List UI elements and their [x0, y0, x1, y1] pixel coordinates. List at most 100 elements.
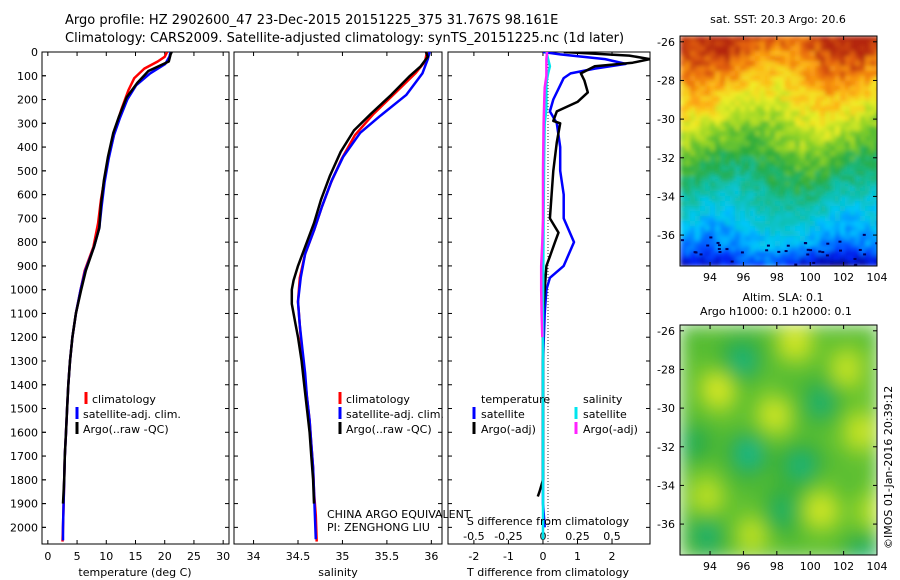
sst-cell	[705, 66, 711, 72]
sst-cell	[750, 166, 756, 172]
sst-cell	[855, 86, 861, 92]
sst-cell	[840, 131, 846, 137]
sst-cell	[805, 111, 811, 117]
sla-cell	[800, 457, 807, 464]
sst-cell	[835, 151, 841, 157]
sla-cell	[848, 505, 855, 512]
sla-cell	[746, 433, 753, 440]
sst-cell	[820, 226, 826, 232]
sst-cell	[730, 106, 736, 112]
sla-cell	[830, 493, 837, 500]
sst-cell	[875, 211, 877, 217]
sla-cell	[836, 397, 843, 404]
sst-cell	[720, 71, 726, 77]
sst-cell	[735, 251, 741, 257]
sla-cell	[704, 421, 711, 428]
sla-cell	[728, 403, 735, 410]
sst-cell	[730, 66, 736, 72]
sst-cell	[740, 56, 746, 62]
sst-cell	[795, 111, 801, 117]
sst-cell	[715, 196, 721, 202]
sla-cell	[836, 469, 843, 476]
sla-cell	[692, 367, 699, 374]
sla-cell	[758, 415, 765, 422]
sla-cell	[836, 481, 843, 488]
sst-cell	[780, 151, 786, 157]
sst-cell	[850, 36, 856, 42]
sla-cell	[698, 355, 705, 362]
sst-cell	[750, 66, 756, 72]
sst-cell	[765, 56, 771, 62]
sst-cell	[705, 61, 711, 67]
sla-cell	[746, 481, 753, 488]
sla-cell	[776, 355, 783, 362]
sla-cell	[842, 325, 849, 332]
sst-cell	[705, 171, 711, 177]
sst-cell	[780, 221, 786, 227]
sla-cell	[722, 427, 729, 434]
sla-cell	[734, 391, 741, 398]
sla-cell	[770, 349, 777, 356]
sla-cell	[710, 535, 717, 542]
sla-cell	[782, 331, 789, 338]
sst-cell	[720, 231, 726, 237]
sla-cell	[866, 427, 873, 434]
sla-cell	[836, 505, 843, 512]
sst-cell	[790, 36, 796, 42]
sst-cell	[755, 46, 761, 52]
sst-cell	[725, 211, 731, 217]
sst-cell	[875, 176, 877, 182]
sla-cell	[734, 361, 741, 368]
sla-cell	[818, 535, 825, 542]
sst-cell	[825, 206, 831, 212]
sst-cell	[790, 61, 796, 67]
sla-cell	[836, 433, 843, 440]
sst-cell	[740, 136, 746, 142]
sla-cell	[734, 463, 741, 470]
sst-cell	[685, 221, 691, 227]
sst-speck	[794, 263, 798, 266]
sst-cell	[785, 51, 791, 57]
sst-cell	[825, 216, 831, 222]
sla-cell	[860, 355, 867, 362]
sla-cell	[740, 403, 747, 410]
sst-cell	[850, 146, 856, 152]
sst-cell	[715, 126, 721, 132]
sst-cell	[695, 246, 701, 252]
sst-cell	[690, 256, 696, 262]
x-tick-label: 35.5	[375, 550, 400, 563]
sst-cell	[785, 191, 791, 197]
sst-cell	[705, 126, 711, 132]
map-x-tick-label: 100	[800, 271, 821, 284]
sst-cell	[740, 101, 746, 107]
sst-cell	[695, 191, 701, 197]
sla-cell	[704, 343, 711, 350]
sla-cell	[842, 385, 849, 392]
sst-cell	[690, 131, 696, 137]
sst-cell	[730, 246, 736, 252]
sst-cell	[795, 36, 801, 42]
sst-cell	[835, 111, 841, 117]
sst-cell	[845, 176, 851, 182]
sla-cell	[860, 385, 867, 392]
sla-cell	[824, 535, 831, 542]
sla-cell	[776, 547, 783, 554]
sst-cell	[695, 101, 701, 107]
sst-cell	[745, 131, 751, 137]
sla-cell	[842, 421, 849, 428]
sst-cell	[725, 101, 731, 107]
sst-cell	[735, 81, 741, 87]
sst-cell	[765, 206, 771, 212]
sla-cell	[752, 397, 759, 404]
sla-cell	[686, 511, 693, 518]
sst-cell	[845, 246, 851, 252]
sst-cell	[790, 51, 796, 57]
sla-cell	[776, 421, 783, 428]
sla-cell	[776, 391, 783, 398]
sla-cell	[842, 409, 849, 416]
sst-cell	[705, 131, 711, 137]
sst-cell	[775, 66, 781, 72]
sst-cell	[765, 141, 771, 147]
sla-cell	[722, 547, 729, 554]
sst-cell	[875, 261, 877, 266]
